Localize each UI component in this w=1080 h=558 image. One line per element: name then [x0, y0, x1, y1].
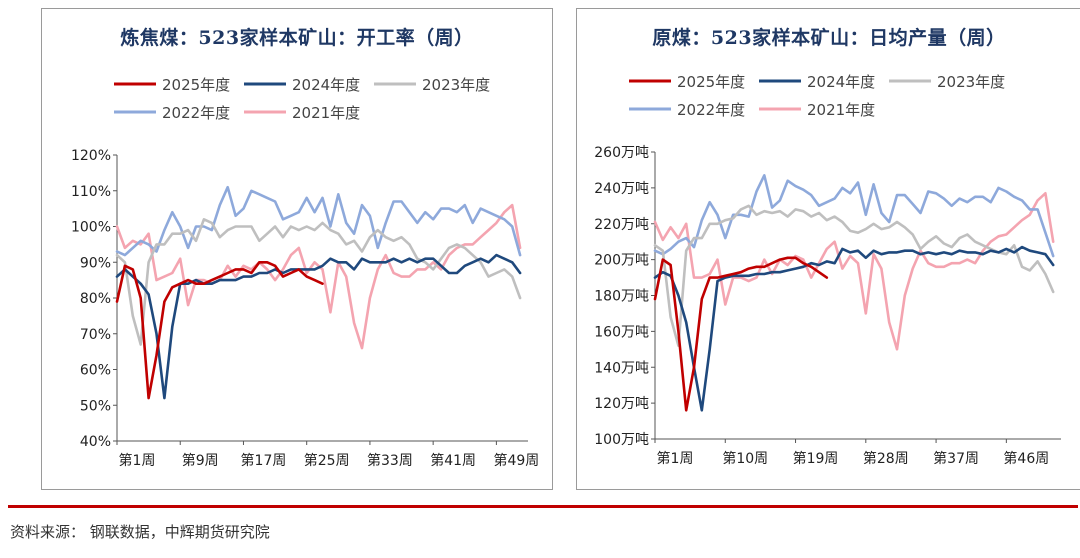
series-line-2023年度 [115, 218, 522, 346]
series-line-2024年度 [115, 253, 522, 400]
series-line-2024年度 [653, 245, 1055, 412]
series-line-2022年度 [115, 185, 522, 257]
y-tick-label: 110% [71, 184, 111, 200]
x-tick-label: 第10周 [722, 450, 768, 467]
y-tick-label: 160万吨 [594, 324, 649, 340]
y-tick-label: 240万吨 [594, 181, 649, 197]
y-tick-label: 100万吨 [594, 432, 649, 448]
legend-item-2022年度: 2022年度 [114, 104, 230, 122]
y-tick-label: 90% [80, 255, 111, 271]
source-note: 资料来源： 钢联数据，中辉期货研究院 [10, 523, 270, 541]
y-tick-label: 40% [80, 434, 111, 450]
legend-item-2021年度: 2021年度 [759, 101, 875, 119]
chart-title-right: 原煤：523家样本矿山：日均产量（周） [652, 27, 1006, 49]
y-tick-label: 70% [80, 327, 111, 343]
legend-item-2023年度: 2023年度 [374, 76, 490, 94]
x-tick-label: 第28周 [863, 450, 909, 467]
y-tick-label: 140万吨 [594, 360, 649, 376]
legend-label: 2021年度 [807, 101, 875, 119]
footer-divider [8, 505, 1078, 508]
y-tick-label: 100% [71, 220, 111, 236]
x-tick-label: 第49周 [493, 452, 539, 469]
series-line-2025年度 [653, 256, 829, 412]
y-tick-label: 120% [71, 148, 111, 164]
x-tick-label: 第37周 [933, 450, 979, 467]
chart-panel-coking-coal: 炼焦煤：523家样本矿山：开工率（周） 2025年度 2024年度 2023年度 20… [41, 8, 553, 490]
chart-title-left: 炼焦煤：523家样本矿山：开工率（周） [120, 27, 474, 49]
legend-item-2025年度: 2025年度 [114, 76, 230, 94]
x-tick-label: 第1周 [119, 452, 156, 469]
legend-item-2023年度: 2023年度 [889, 73, 1005, 91]
legend-label: 2025年度 [677, 73, 745, 91]
x-tick-label: 第9周 [182, 452, 219, 469]
x-tick-label: 第33周 [367, 452, 413, 469]
legend-label: 2024年度 [292, 76, 360, 94]
y-tick-label: 50% [80, 398, 111, 414]
chart-left-canvas: 2025年度 2024年度 2023年度 2022年度 2021年度 40% 50% 60% 7… [71, 76, 539, 469]
x-tick-label: 第25周 [304, 452, 350, 469]
legend-item-2021年度: 2021年度 [244, 104, 360, 122]
x-tick-label: 第41周 [430, 452, 476, 469]
x-tick-label: 第46周 [1003, 450, 1049, 467]
legend-item-2022年度: 2022年度 [629, 101, 745, 119]
legend-label: 2021年度 [292, 104, 360, 122]
legend-label: 2022年度 [677, 101, 745, 119]
y-tick-label: 80% [80, 291, 111, 307]
y-tick-label: 260万吨 [594, 145, 649, 161]
y-tick-label: 220万吨 [594, 217, 649, 233]
legend-item-2024年度: 2024年度 [244, 76, 360, 94]
legend-item-2024年度: 2024年度 [759, 73, 875, 91]
x-tick-label: 第19周 [793, 450, 839, 467]
y-tick-label: 200万吨 [594, 253, 649, 269]
series-line-2023年度 [653, 204, 1055, 348]
y-tick-label: 120万吨 [594, 396, 649, 412]
x-tick-label: 第17周 [241, 452, 287, 469]
chart-panel-raw-coal: 原煤：523家样本矿山：日均产量（周） 2025年度 2024年度 2023年度 20… [576, 8, 1080, 490]
series-line-2022年度 [653, 174, 1055, 258]
legend-label: 2023年度 [937, 73, 1005, 91]
series-line-2021年度 [653, 192, 1055, 351]
series-line-2025年度 [115, 261, 324, 400]
y-tick-label: 60% [80, 363, 111, 379]
chart-right-canvas: 2025年度 2024年度 2023年度 2022年度 2021年度 100万吨 120万吨… [594, 73, 1061, 467]
legend-label: 2022年度 [162, 104, 230, 122]
legend-label: 2023年度 [422, 76, 490, 94]
legend-item-2025年度: 2025年度 [629, 73, 745, 91]
legend-label: 2025年度 [162, 76, 230, 94]
legend-label: 2024年度 [807, 73, 875, 91]
y-tick-label: 180万吨 [594, 289, 649, 305]
x-tick-label: 第1周 [657, 450, 694, 467]
